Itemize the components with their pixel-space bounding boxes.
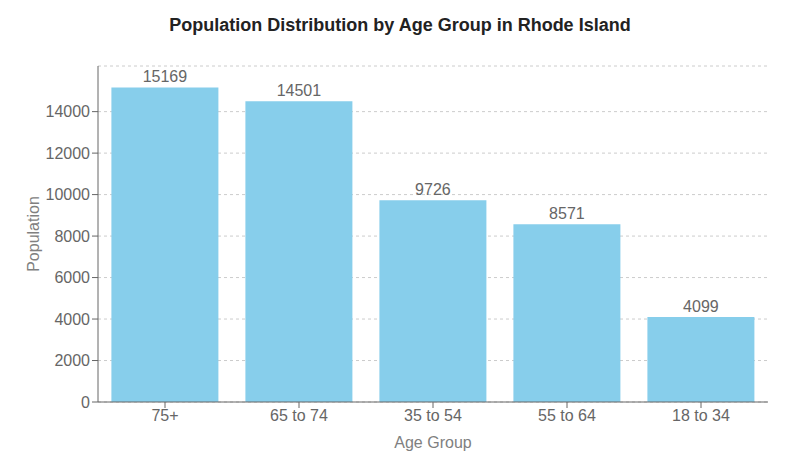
svg-text:10000: 10000 [46, 186, 91, 203]
svg-text:8571: 8571 [549, 205, 585, 222]
svg-text:0: 0 [81, 394, 90, 411]
svg-text:4000: 4000 [54, 311, 90, 328]
svg-text:Age Group: Age Group [394, 434, 471, 451]
svg-text:4099: 4099 [683, 298, 719, 315]
svg-text:14000: 14000 [46, 103, 91, 120]
svg-text:55 to 64: 55 to 64 [538, 407, 596, 424]
svg-text:15169: 15169 [143, 68, 188, 85]
svg-text:12000: 12000 [46, 145, 91, 162]
svg-text:Population: Population [25, 196, 42, 272]
svg-text:75+: 75+ [151, 407, 178, 424]
svg-text:9726: 9726 [415, 181, 451, 198]
html-text:Population Distribution by Age: Population Distribution by Age Group in … [169, 15, 631, 35]
svg-text:14501: 14501 [277, 82, 322, 99]
svg-text:8000: 8000 [54, 228, 90, 245]
svg-text:35 to 54: 35 to 54 [404, 407, 462, 424]
svg-text:18 to 34: 18 to 34 [672, 407, 730, 424]
svg-text:2000: 2000 [54, 352, 90, 369]
svg-text:6000: 6000 [54, 269, 90, 286]
svg-text:65 to 74: 65 to 74 [270, 407, 328, 424]
